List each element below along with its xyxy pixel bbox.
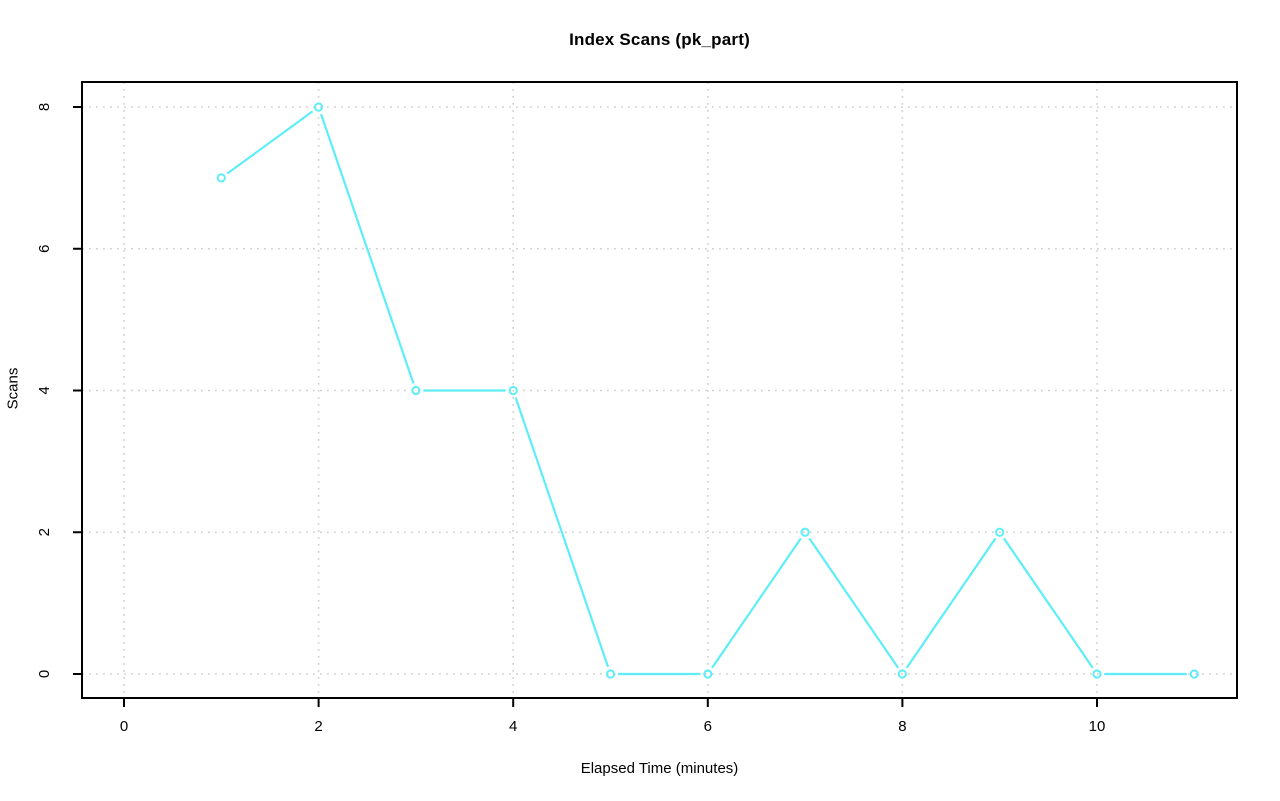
plot-box (81, 81, 1238, 699)
x-tick-label: 6 (704, 718, 712, 735)
data-point (314, 102, 324, 112)
series-segment (1003, 537, 1094, 669)
data-point (995, 527, 1005, 537)
y-tick-label: 4 (36, 386, 53, 394)
series-segment (514, 397, 610, 668)
y-tick-label: 6 (36, 245, 53, 253)
data-point (897, 669, 908, 679)
series-segment (808, 537, 900, 669)
y-tick-label: 0 (36, 670, 53, 678)
chart-title: Index Scans (pk_part) (569, 30, 750, 49)
data-point (216, 173, 226, 183)
data-point (605, 669, 616, 679)
series-segment (711, 537, 802, 669)
series-segment (319, 113, 415, 384)
x-axis-title: Elapsed Time (minutes) (580, 760, 739, 777)
data-point (1092, 669, 1102, 679)
data-point (411, 385, 421, 396)
data-point (1189, 669, 1199, 679)
series-segment (226, 110, 314, 175)
data-point (703, 669, 713, 679)
y-tick-label: 8 (36, 103, 53, 111)
x-tick-label: 4 (509, 718, 517, 735)
data-point (508, 385, 518, 396)
y-tick-label: 2 (36, 528, 53, 536)
x-tick-label: 0 (120, 718, 128, 735)
series-segment (905, 537, 997, 669)
data-point (800, 527, 810, 537)
x-tick-label: 2 (314, 718, 322, 735)
x-tick-label: 8 (898, 718, 906, 735)
x-tick-label: 10 (1089, 718, 1106, 735)
